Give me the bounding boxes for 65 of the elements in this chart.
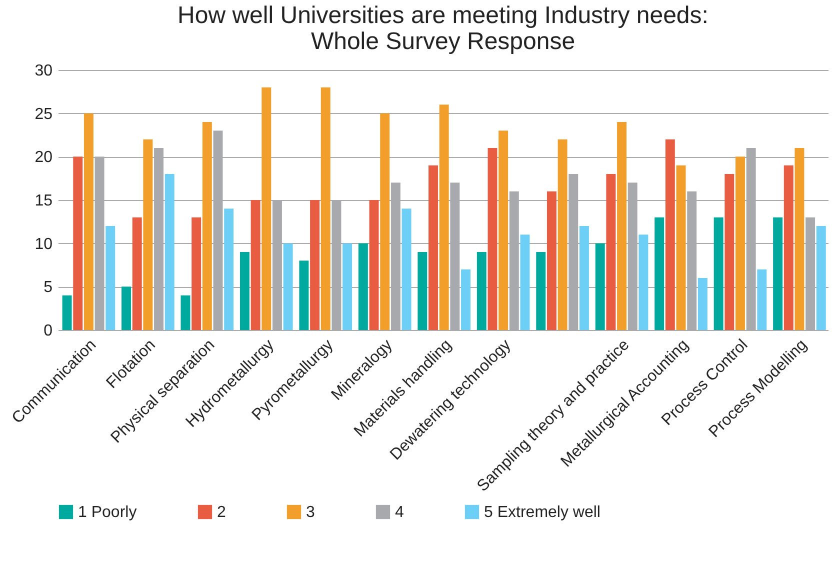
- bar: [310, 200, 320, 330]
- bar: [62, 295, 72, 330]
- bar: [724, 174, 734, 330]
- bar: [461, 269, 470, 330]
- bar: [428, 165, 438, 330]
- bar: [439, 104, 449, 330]
- bar: [579, 226, 589, 330]
- bar: [654, 217, 664, 330]
- bar: [665, 139, 675, 330]
- bar: [224, 208, 234, 330]
- bar: [784, 165, 794, 330]
- y-tick-label: 20: [34, 149, 53, 166]
- bar: [192, 217, 202, 330]
- bar: [498, 130, 508, 330]
- bar: [488, 148, 498, 330]
- chart-title: How well Universities are meeting Industry needs: Whole Survey Response: [178, 2, 708, 55]
- bar: [476, 252, 486, 330]
- bar: [698, 278, 708, 330]
- legend-label: 1 Poorly: [78, 504, 137, 521]
- bar: [418, 252, 428, 330]
- bar: [736, 156, 745, 330]
- bar: [143, 139, 153, 330]
- bar: [773, 217, 783, 330]
- bar: [320, 87, 330, 330]
- bar: [402, 208, 412, 330]
- bar: [240, 252, 250, 330]
- bar: [520, 234, 530, 330]
- legend-label: 5 Extremely well: [484, 504, 600, 521]
- bar: [546, 191, 556, 330]
- bar: [342, 243, 352, 330]
- bar: [595, 243, 605, 330]
- bar: [606, 174, 616, 330]
- bar: [816, 226, 826, 330]
- legend-label: 3: [306, 504, 315, 521]
- bar: [180, 295, 190, 330]
- bar: [299, 260, 309, 330]
- y-tick-label: 30: [34, 62, 53, 80]
- bar: [84, 113, 94, 330]
- bar: [794, 148, 804, 330]
- bar: [202, 122, 212, 330]
- bar: [714, 217, 724, 330]
- legend-label: 2: [217, 504, 226, 521]
- bar: [73, 156, 83, 330]
- bar: [536, 252, 546, 330]
- bar: [106, 226, 116, 330]
- y-tick-label: 5: [44, 279, 53, 296]
- y-tick-label: 15: [34, 192, 53, 210]
- bar: [132, 217, 142, 330]
- bar: [617, 122, 627, 330]
- bar: [122, 286, 131, 330]
- bar: [369, 200, 379, 330]
- legend-label: 4: [395, 504, 404, 521]
- y-tick-label: 0: [44, 322, 53, 340]
- bar: [250, 200, 260, 330]
- bar: [262, 87, 272, 330]
- bar: [558, 139, 568, 330]
- bar: [283, 243, 293, 330]
- y-tick-label: 25: [34, 106, 53, 123]
- bar: [676, 165, 686, 330]
- y-tick-label: 10: [34, 236, 53, 253]
- bar: [358, 243, 368, 330]
- bar: [757, 269, 767, 330]
- bar: [380, 113, 390, 330]
- bar: [164, 174, 174, 330]
- bar: [638, 234, 648, 330]
